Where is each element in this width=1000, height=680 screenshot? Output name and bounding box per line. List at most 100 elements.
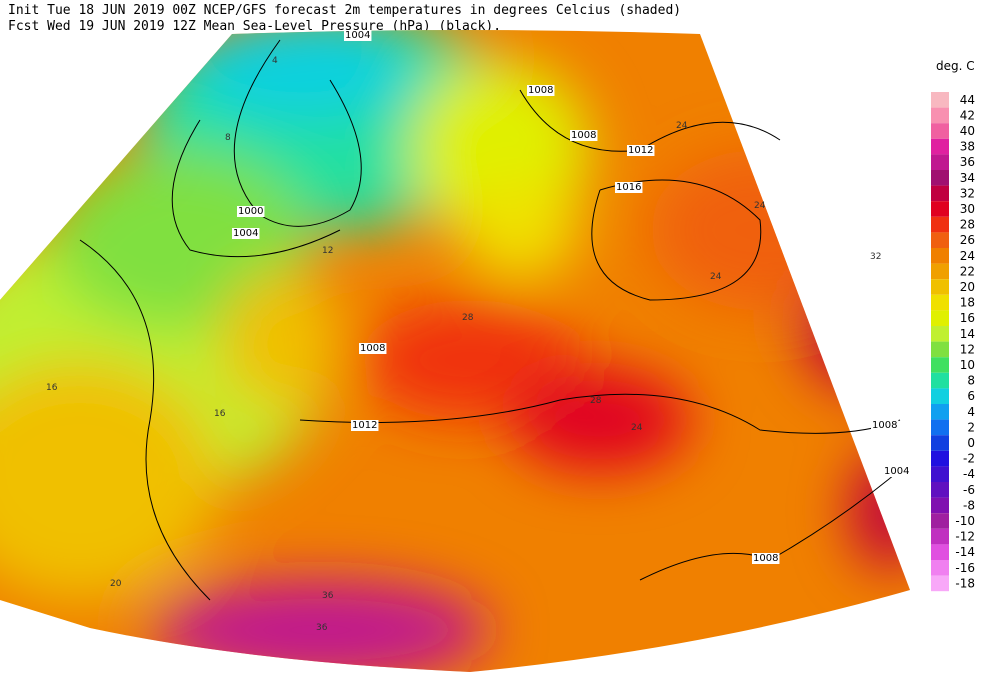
temperature-label: 36 xyxy=(316,623,328,633)
legend-swatch xyxy=(931,201,949,217)
legend-label: 30 xyxy=(960,202,975,216)
isobar-label-bg xyxy=(527,85,555,96)
legend-label: -12 xyxy=(955,530,975,544)
isobar-label: 1008 xyxy=(753,553,778,564)
legend-swatch xyxy=(931,107,949,124)
legend-swatch xyxy=(931,294,949,311)
isobar-label: 1000 xyxy=(238,206,263,217)
temperature-label: 4 xyxy=(272,56,278,66)
temperature-label: 28 xyxy=(462,313,474,323)
legend-swatch xyxy=(931,497,949,514)
temperature-label: 28 xyxy=(590,396,602,406)
isobar-label-bg xyxy=(359,343,387,354)
legend-label: 24 xyxy=(960,249,975,263)
temperature-field xyxy=(0,30,910,672)
legend-swatch xyxy=(931,248,949,264)
isobar-label-bg xyxy=(351,420,379,431)
legend-label: 6 xyxy=(967,389,975,403)
isobar-label: 1004 xyxy=(233,228,258,239)
isobar-label-bg xyxy=(237,206,265,217)
isobar-label-bg xyxy=(570,130,598,141)
isobar-label: 1004 xyxy=(884,466,909,477)
legend-swatch xyxy=(931,170,949,186)
legend-swatch xyxy=(931,528,949,545)
legend-swatch xyxy=(931,419,949,436)
legend-label: 32 xyxy=(960,186,975,200)
legend-swatch xyxy=(931,466,949,482)
legend-swatch xyxy=(931,404,949,420)
legend-label: 36 xyxy=(960,155,975,169)
legend-swatch xyxy=(931,123,949,139)
legend-label: -8 xyxy=(963,498,975,512)
legend-label: -14 xyxy=(955,545,975,559)
isobar-label: 1008 xyxy=(872,420,897,431)
temperature-label: 24 xyxy=(631,423,643,433)
legend-label: 22 xyxy=(960,264,975,278)
temperature-label: 24 xyxy=(754,201,766,211)
isobar-label-bg xyxy=(615,182,643,193)
temperature-label: 32 xyxy=(870,252,881,262)
legend-swatch xyxy=(931,216,949,233)
legend-label: -4 xyxy=(963,467,975,481)
legend-label: 44 xyxy=(960,93,975,107)
legend-swatch xyxy=(931,560,949,576)
legend-label: 28 xyxy=(960,218,975,232)
legend-swatch xyxy=(931,138,949,155)
legend-swatch xyxy=(931,310,949,326)
legend-swatch xyxy=(931,544,949,560)
legend-swatch xyxy=(931,482,949,498)
legend-label: 14 xyxy=(960,327,975,341)
legend-swatch xyxy=(931,185,949,202)
isobar-label-bg xyxy=(627,145,655,156)
isobar-labels: 1004 1008 1008 1012 1016 1000 1004 1008 … xyxy=(232,30,911,564)
isobar-label-bg xyxy=(883,466,911,477)
legend-label: 38 xyxy=(960,140,975,154)
legend-swatch xyxy=(931,450,949,467)
legend-swatch xyxy=(931,341,949,358)
isobar-label: 1004 xyxy=(345,30,370,41)
isobar-label-bg xyxy=(344,30,372,41)
legend-label: 0 xyxy=(967,436,975,450)
legend-swatch xyxy=(931,388,949,404)
temperature-label: 8 xyxy=(225,133,231,143)
legend-swatch xyxy=(931,357,949,373)
legend-label: -10 xyxy=(955,514,975,528)
isobars xyxy=(79,39,901,601)
legend-swatch xyxy=(931,513,949,529)
legend-label: -18 xyxy=(955,576,975,590)
temperature-labels: 4 8 12 16 16 20 24 24 24 28 28 32 36 36 … xyxy=(46,56,881,633)
legend-label: -6 xyxy=(963,483,975,497)
legend-label: 42 xyxy=(960,108,975,122)
legend-label: 18 xyxy=(960,296,975,310)
isobar-label-bg xyxy=(871,420,899,431)
temperature-label: 24 xyxy=(710,272,722,282)
legend-swatch xyxy=(931,92,949,108)
legend-swatch xyxy=(931,279,949,295)
legend-label: 2 xyxy=(967,420,975,434)
legend-label: 4 xyxy=(967,405,975,419)
legend-swatch xyxy=(931,372,949,389)
legend-swatch xyxy=(931,435,949,451)
temperature-label: 20 xyxy=(110,579,122,589)
temperature-label: 12 xyxy=(322,246,333,256)
temperature-label: 16 xyxy=(214,409,226,419)
legend-swatch xyxy=(931,575,949,592)
isobar-label: 1012 xyxy=(352,420,377,431)
legend-swatch xyxy=(931,232,949,248)
isobar-label-bg xyxy=(752,553,780,564)
isobar-label: 1016 xyxy=(616,182,641,193)
isobar-label: 1012 xyxy=(628,145,653,156)
isobar-label-bg xyxy=(232,228,260,239)
legend-title: deg. C xyxy=(936,59,975,73)
legend-label: 10 xyxy=(960,358,975,372)
legend: 4442403836343230282624222018161412108642… xyxy=(931,92,975,592)
legend-label: 16 xyxy=(960,311,975,325)
legend-swatch xyxy=(931,263,949,280)
isobar-label: 1008 xyxy=(571,130,596,141)
legend-label: 26 xyxy=(960,233,975,247)
legend-label: 34 xyxy=(960,171,975,185)
legend-label: 12 xyxy=(960,342,975,356)
isobar-label: 1008 xyxy=(360,343,385,354)
legend-label: 8 xyxy=(967,374,975,388)
